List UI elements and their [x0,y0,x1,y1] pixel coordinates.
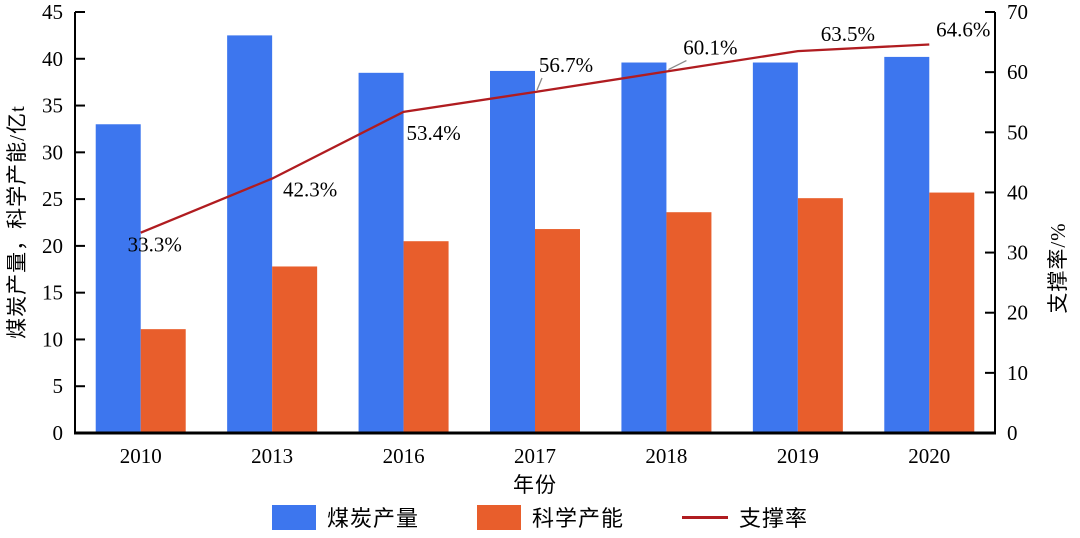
right-axis-title: 支撑率/% [1046,222,1070,314]
rate-annotation: 64.6% [936,17,990,41]
x-tick-label: 2013 [251,444,293,468]
bar-scientific-capacity-2019 [797,198,843,433]
legend-swatch-scientific-capacity-icon [476,504,521,530]
right-tick-label: 70 [1007,0,1028,24]
right-tick-label: 40 [1007,180,1028,204]
legend-item-support-rate: 支撑率 [682,501,808,533]
right-tick-label: 10 [1007,361,1028,385]
bar-scientific-capacity-2010 [140,329,186,433]
right-tick-label: 30 [1007,241,1028,265]
left-tick-label: 40 [42,47,63,71]
rate-annotation: 42.3% [283,178,337,202]
legend-label-support-rate: 支撑率 [739,506,809,531]
x-tick-label: 2018 [645,444,687,468]
right-tick-label: 60 [1007,60,1028,84]
annotation-leader-line [536,77,543,91]
left-tick-label: 45 [42,0,63,24]
right-tick-label: 0 [1007,421,1018,445]
bar-coal-output-2010 [95,124,141,434]
rate-annotation: 56.7% [539,53,593,77]
left-tick-label: 30 [42,140,63,164]
x-tick-label: 2017 [514,444,556,468]
bar-coal-output-2013 [227,35,273,434]
left-tick-label: 35 [42,94,63,118]
bar-scientific-capacity-2020 [929,192,975,433]
legend-swatch-coal-output-icon [271,504,316,530]
support-rate-line [140,43,930,234]
bar-coal-output-2016 [358,72,404,434]
bar-scientific-capacity-2018 [666,212,712,433]
x-tick-label: 2010 [120,444,162,468]
rate-annotation: 63.5% [821,22,875,46]
rate-annotation: 53.4% [406,121,460,145]
legend-label-coal-output: 煤炭产量 [326,506,419,531]
bar-scientific-capacity-2017 [535,229,580,433]
x-axis-title: 年份 [513,473,557,497]
left-tick-label: 20 [42,234,63,258]
legend: 煤炭产量 科学产能 支撑率 [0,501,1080,533]
x-tick-label: 2016 [383,444,425,468]
left-axis-title: 煤炭产量，科学产能/亿t [5,105,29,339]
left-tick-label: 0 [53,421,64,445]
left-tick-label: 5 [53,374,64,398]
rate-annotation: 60.1% [683,36,737,60]
left-tick-label: 25 [42,187,63,211]
legend-swatch-support-rate-icon [682,515,728,519]
bar-scientific-capacity-2016 [403,241,449,433]
left-tick-label: 15 [42,281,63,305]
bar-scientific-capacity-2013 [272,266,318,433]
legend-item-coal-output: 煤炭产量 [271,501,419,533]
right-tick-label: 20 [1007,301,1028,325]
annotation-leader-line [668,59,687,71]
left-tick-label: 10 [42,327,63,351]
bar-coal-output-2019 [752,62,798,434]
legend-label-scientific-capacity: 科学产能 [531,506,624,531]
x-tick-label: 2020 [908,444,950,468]
x-tick-label: 2019 [777,444,819,468]
bar-coal-output-2020 [884,56,930,433]
rate-annotation: 33.3% [128,233,182,257]
right-tick-label: 50 [1007,120,1028,144]
bar-coal-output-2018 [621,62,667,434]
legend-item-scientific-capacity: 科学产能 [476,501,624,533]
bar-coal-output-2017 [490,70,535,433]
